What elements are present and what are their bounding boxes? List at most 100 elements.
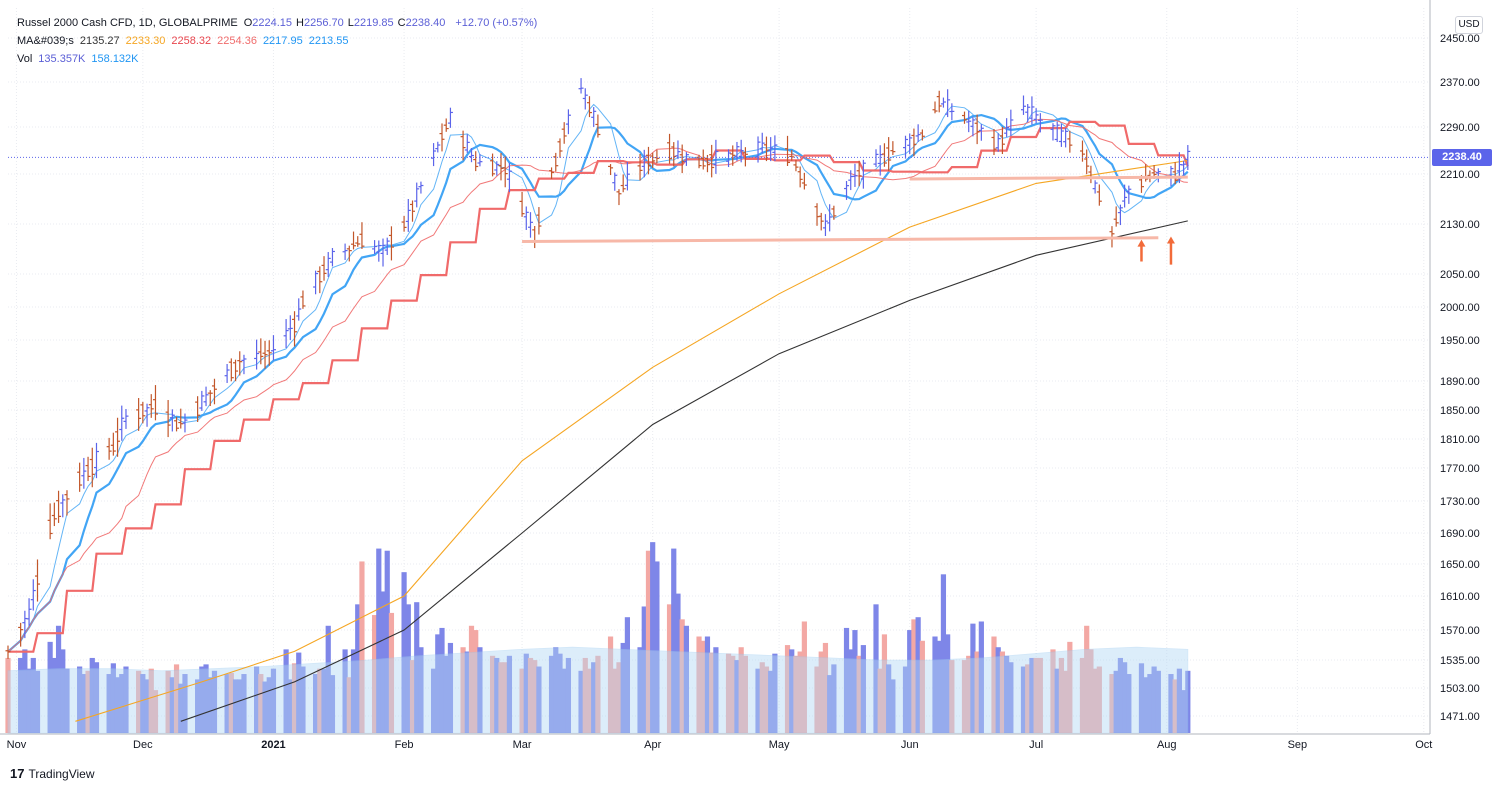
volume-bar xyxy=(1029,657,1035,733)
ohlc-bar xyxy=(704,154,710,173)
ohlc-bar xyxy=(1029,96,1035,125)
ohlc-bar xyxy=(1067,130,1073,153)
volume-bar xyxy=(704,636,711,733)
ohlc-bar xyxy=(228,358,234,382)
ohlc-bar xyxy=(115,417,121,457)
x-tick-label: Dec xyxy=(133,739,153,751)
volume-bar xyxy=(607,636,614,733)
y-tick-label: 2210.00 xyxy=(1440,169,1480,181)
ohlc-bar xyxy=(641,149,647,178)
volume-bar xyxy=(759,662,765,733)
ohlc-bar xyxy=(182,413,188,433)
volume-bar xyxy=(949,660,955,733)
ohlc-bar xyxy=(169,409,175,432)
ohlc-bar xyxy=(645,146,651,175)
volume-bar xyxy=(430,668,437,733)
ohlc-bar xyxy=(557,138,563,158)
ohlc-bar xyxy=(797,166,803,188)
ohlc-bar xyxy=(195,396,201,422)
volume-bar xyxy=(1172,679,1178,733)
volume-bar xyxy=(329,675,336,733)
volume-bar xyxy=(671,548,677,733)
volume-bar xyxy=(700,640,706,733)
ohlc-bar xyxy=(940,97,946,108)
volume-bar xyxy=(178,683,184,733)
ohlc-bar xyxy=(1126,185,1132,204)
ohlc-bar xyxy=(148,394,154,418)
volume-bar xyxy=(822,642,829,733)
volume-bar xyxy=(355,604,361,733)
ohlc-bar xyxy=(60,494,66,518)
volume-bar xyxy=(506,655,513,733)
ohlc-bar xyxy=(999,126,1005,155)
ohlc-bar xyxy=(586,96,592,118)
volume-bar xyxy=(1092,668,1098,733)
ohlc-bar xyxy=(549,167,555,179)
volume-bar xyxy=(468,625,475,733)
ohlc-bar xyxy=(266,340,272,366)
volume-bar xyxy=(911,619,917,733)
ohlc-bar xyxy=(1122,184,1128,208)
vol-label: Vol xyxy=(17,53,33,65)
last-price-tag: 2238.40 xyxy=(1432,149,1492,166)
volume-bar xyxy=(654,561,660,733)
ohlc-bar xyxy=(595,114,601,138)
ohlc-bar xyxy=(136,398,142,431)
volume-bar xyxy=(532,660,538,733)
volume-bar xyxy=(936,640,942,733)
volume-bar xyxy=(814,666,820,733)
volume-bar xyxy=(734,660,740,733)
ohlc-bar xyxy=(1050,123,1056,141)
volume-bar xyxy=(312,674,319,733)
ohlc-bar xyxy=(447,107,453,128)
volume-bar xyxy=(991,636,997,733)
ohlc-bar xyxy=(418,181,424,194)
ohlc-bar xyxy=(742,147,748,167)
ohlc-bar xyxy=(329,248,335,267)
volume-bar xyxy=(203,664,209,733)
ohlc-bar xyxy=(401,215,407,232)
ohlc-bar xyxy=(553,152,559,172)
volume-bar xyxy=(477,647,483,733)
ohlc-bar xyxy=(34,559,40,602)
ohlc-bar xyxy=(1058,123,1064,147)
volume-bar xyxy=(709,652,715,733)
ohlc-bar xyxy=(637,153,643,181)
ma-fast-line xyxy=(7,103,1189,653)
volume-bar xyxy=(768,670,774,733)
volume-bar xyxy=(565,657,572,733)
currency-badge[interactable]: USD xyxy=(1455,16,1483,34)
tradingview-logo[interactable]: 17 TradingView xyxy=(10,766,95,781)
volume-bar xyxy=(258,674,264,733)
volume-bar xyxy=(586,668,593,733)
volume-bar xyxy=(237,679,243,733)
ohlc-bar xyxy=(165,400,171,438)
volume-bar xyxy=(886,664,892,733)
ohlc-bar xyxy=(873,149,879,168)
ohlc-bar xyxy=(1117,204,1123,226)
volume-bar xyxy=(262,681,268,733)
volume-bar xyxy=(650,542,656,733)
ohlc-bar xyxy=(342,243,348,260)
ohlc-bar xyxy=(85,456,91,482)
ohlc-bar xyxy=(296,298,302,321)
volume-bar xyxy=(30,657,36,733)
volume-bar xyxy=(232,679,239,733)
volume-bar xyxy=(591,662,597,733)
ohlc-bar xyxy=(47,503,53,540)
volume-bar xyxy=(283,649,289,733)
ohlc-bar xyxy=(519,191,525,217)
ma-value-1: 2135.27 xyxy=(79,35,120,47)
ohlc-bar xyxy=(856,160,862,187)
volume-bar xyxy=(405,604,411,733)
ohlc-bar xyxy=(30,579,36,611)
ma-series-line-2 xyxy=(75,159,1188,722)
ohlc-bar xyxy=(106,437,112,460)
volume-bar xyxy=(1185,670,1191,733)
ohlc-bar xyxy=(439,123,445,152)
volume-bar xyxy=(856,655,862,733)
ohlc-bar xyxy=(886,137,892,171)
volume-bar xyxy=(148,668,154,733)
ohlc-bar xyxy=(675,140,681,160)
